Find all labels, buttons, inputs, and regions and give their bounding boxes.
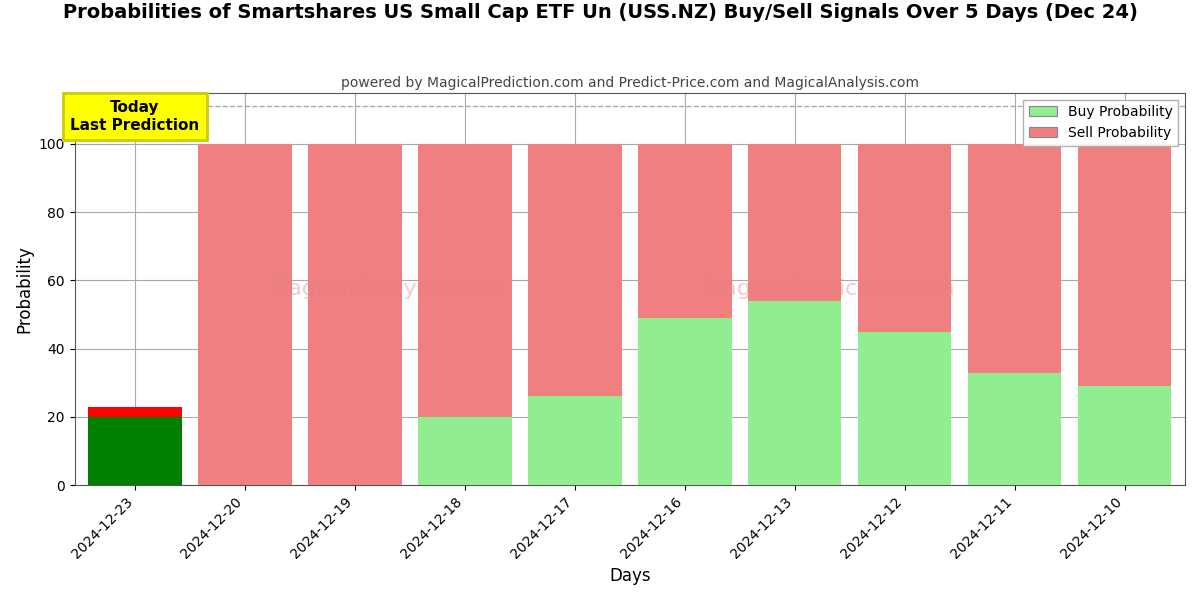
Bar (198, 144, 292, 485)
Bar (638, 144, 732, 318)
Bar (968, 373, 1061, 485)
Bar (638, 318, 732, 485)
Text: Today
Last Prediction: Today Last Prediction (71, 100, 199, 133)
Bar (748, 144, 841, 301)
Text: Probabilities of Smartshares US Small Cap ETF Un (USS.NZ) Buy/Sell Signals Over : Probabilities of Smartshares US Small Ca… (62, 3, 1138, 22)
Text: MagicalPrediction.com: MagicalPrediction.com (704, 279, 955, 299)
Bar (419, 144, 511, 417)
Text: MagicalAnalysis.com: MagicalAnalysis.com (270, 279, 502, 299)
X-axis label: Days: Days (610, 567, 650, 585)
Bar (858, 144, 952, 332)
Bar (89, 407, 182, 417)
Bar (528, 144, 622, 397)
Bar (968, 144, 1061, 373)
Legend: Buy Probability, Sell Probability: Buy Probability, Sell Probability (1024, 100, 1178, 146)
Bar (748, 301, 841, 485)
Title: powered by MagicalPrediction.com and Predict-Price.com and MagicalAnalysis.com: powered by MagicalPrediction.com and Pre… (341, 76, 919, 90)
Bar (419, 417, 511, 485)
Bar (1078, 144, 1171, 386)
Bar (1078, 386, 1171, 485)
Bar (89, 417, 182, 485)
Y-axis label: Probability: Probability (16, 245, 34, 333)
Bar (528, 397, 622, 485)
Bar (858, 332, 952, 485)
Bar (308, 144, 402, 485)
